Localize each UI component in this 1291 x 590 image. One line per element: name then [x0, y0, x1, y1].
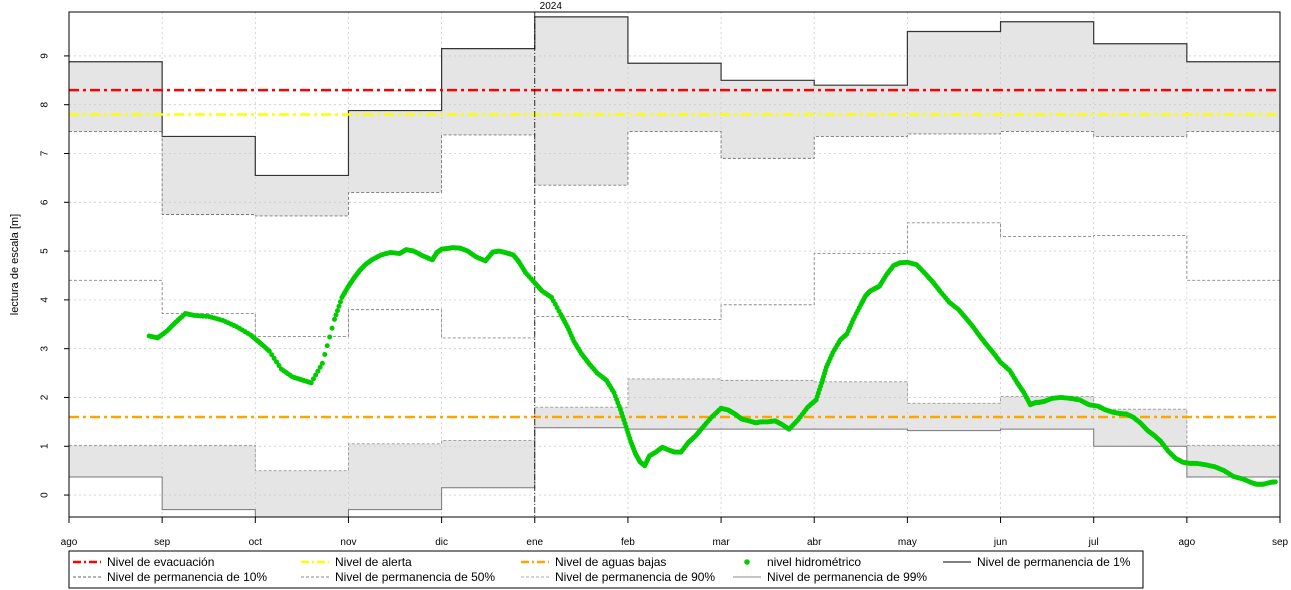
upper-band-9 — [907, 31, 1001, 134]
y-tick-label: 2 — [40, 394, 51, 400]
data-point — [317, 364, 323, 370]
data-point — [315, 368, 321, 374]
data-point — [310, 376, 316, 382]
year-label: 2024 — [540, 1, 563, 12]
data-point — [331, 316, 337, 322]
data-point — [308, 380, 314, 386]
lower-band-11 — [1093, 409, 1187, 447]
x-tick-label: sep — [1272, 537, 1289, 548]
y-tick-label: 1 — [40, 443, 51, 449]
x-tick-label: jul — [1088, 537, 1099, 548]
data-point — [313, 372, 319, 378]
legend-symbol — [744, 559, 750, 565]
upper-band-0 — [69, 61, 163, 132]
x-tick-label: mar — [712, 537, 730, 548]
upper-band-8 — [814, 85, 908, 137]
legend-label: Nivel de aguas bajas — [555, 555, 666, 569]
data-point — [327, 334, 333, 340]
permanence-bands — [69, 16, 1280, 517]
x-tick-label: ene — [526, 537, 543, 548]
x-tick-label: feb — [621, 537, 635, 548]
lower-band-1 — [162, 445, 256, 510]
x-tick-label: sep — [154, 537, 171, 548]
y-axis-label: lectura de escala [m] — [9, 214, 21, 316]
upper-band-12 — [1186, 61, 1280, 132]
data-point — [271, 355, 277, 361]
threshold-lines — [69, 88, 1280, 419]
x-tick-label: abr — [807, 537, 822, 548]
data-point — [322, 352, 328, 358]
hydrometric-points — [146, 245, 1278, 487]
y-tick-label: 3 — [40, 345, 51, 351]
lower-band-12 — [1186, 445, 1280, 477]
data-point — [319, 360, 325, 366]
y-tick-label: 5 — [40, 248, 51, 254]
x-tick-label: jun — [993, 537, 1007, 548]
legend-label: nivel hidrométrico — [767, 555, 861, 569]
legend-label: Nivel de permanencia de 10% — [107, 570, 267, 584]
x-axis: ago sep oct nov dic ene feb mar abr may jun jul ago s… — [61, 517, 1289, 548]
lower-band-2 — [255, 470, 349, 517]
data-point — [337, 299, 343, 305]
permanence-p50-line — [69, 222, 1280, 339]
y-axis: 0 1 2 3 4 5 6 7 8 9 — [40, 53, 69, 498]
y-tick-label: 7 — [40, 150, 51, 156]
legend-label: Nivel de permanencia de 1% — [977, 555, 1131, 569]
upper-band-5 — [534, 16, 628, 186]
data-point — [333, 312, 339, 318]
y-tick-label: 9 — [40, 53, 51, 59]
legend: Nivel de evacuación Nivel de alerta Nivel … — [68, 550, 1144, 589]
legend-label: Nivel de alerta — [335, 555, 412, 569]
lower-band-4 — [441, 440, 535, 488]
legend-label: Nivel de permanencia de 50% — [335, 570, 495, 584]
upper-band-3 — [348, 110, 442, 193]
data-point — [276, 363, 282, 369]
legend-label: Nivel de permanencia de 99% — [767, 570, 927, 584]
legend-label: Nivel de evacuación — [107, 555, 214, 569]
upper-band-4 — [441, 48, 535, 135]
permanence-p10-line — [69, 131, 1280, 217]
x-tick-label: nov — [340, 537, 356, 548]
lower-band-0 — [69, 445, 163, 477]
upper-band-6 — [627, 63, 722, 132]
y-tick-label: 4 — [40, 297, 51, 303]
legend-box — [68, 550, 1144, 589]
permanence-lines — [69, 16, 1280, 518]
upper-band-7 — [721, 80, 815, 159]
lower-band-3 — [348, 443, 442, 510]
legend-label: Nivel de permanencia de 90% — [555, 570, 715, 584]
upper-band-1 — [162, 136, 256, 215]
plot-frame — [68, 11, 1281, 518]
x-tick-label: dic — [435, 537, 448, 548]
x-tick-label: ago — [1179, 537, 1196, 548]
lower-band-6 — [627, 378, 722, 430]
data-point — [334, 308, 340, 314]
data-point — [269, 352, 275, 358]
y-tick-label: 8 — [40, 101, 51, 107]
data-point — [274, 359, 280, 365]
data-point — [324, 343, 330, 349]
upper-band-2 — [255, 175, 349, 216]
data-point — [336, 303, 342, 309]
data-point — [266, 348, 272, 354]
y-tick-label: 6 — [40, 199, 51, 205]
permanence-p1-line — [69, 16, 1280, 177]
x-tick-label: ago — [61, 537, 78, 548]
y-tick-label: 0 — [40, 492, 51, 498]
data-point — [329, 325, 335, 331]
lower-band-8 — [814, 381, 908, 430]
x-tick-label: may — [898, 537, 917, 548]
data-point — [1272, 479, 1278, 485]
x-tick-label: oct — [249, 537, 263, 548]
